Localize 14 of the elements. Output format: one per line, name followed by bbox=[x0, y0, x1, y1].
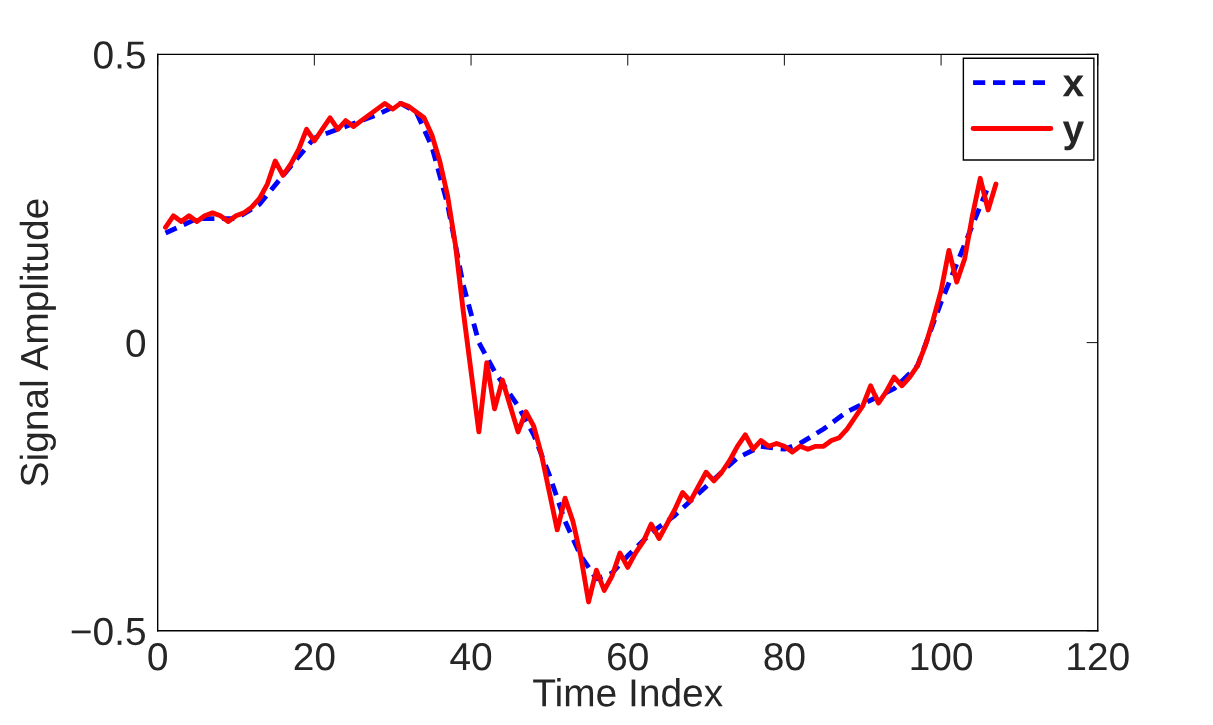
y-tick-label: 0 bbox=[126, 329, 146, 358]
x-axis-title: Time Index bbox=[533, 678, 723, 707]
x-tick-label: 80 bbox=[764, 642, 805, 671]
legend-label: y bbox=[1062, 121, 1084, 151]
x-tick-label: 0 bbox=[148, 642, 167, 671]
x-tick-label: 60 bbox=[608, 642, 648, 671]
x-tick-label: 20 bbox=[294, 642, 335, 671]
x-tick-label: 120 bbox=[1068, 642, 1129, 671]
y-tick-label: 0.5 bbox=[94, 41, 145, 69]
x-tick-label: 40 bbox=[450, 642, 492, 671]
legend-label: x bbox=[1062, 75, 1084, 97]
y-axis-title: Signal Amplitude bbox=[19, 199, 56, 486]
x-tick-label: 100 bbox=[911, 642, 973, 671]
y-tick-label: −0.5 bbox=[71, 617, 145, 646]
